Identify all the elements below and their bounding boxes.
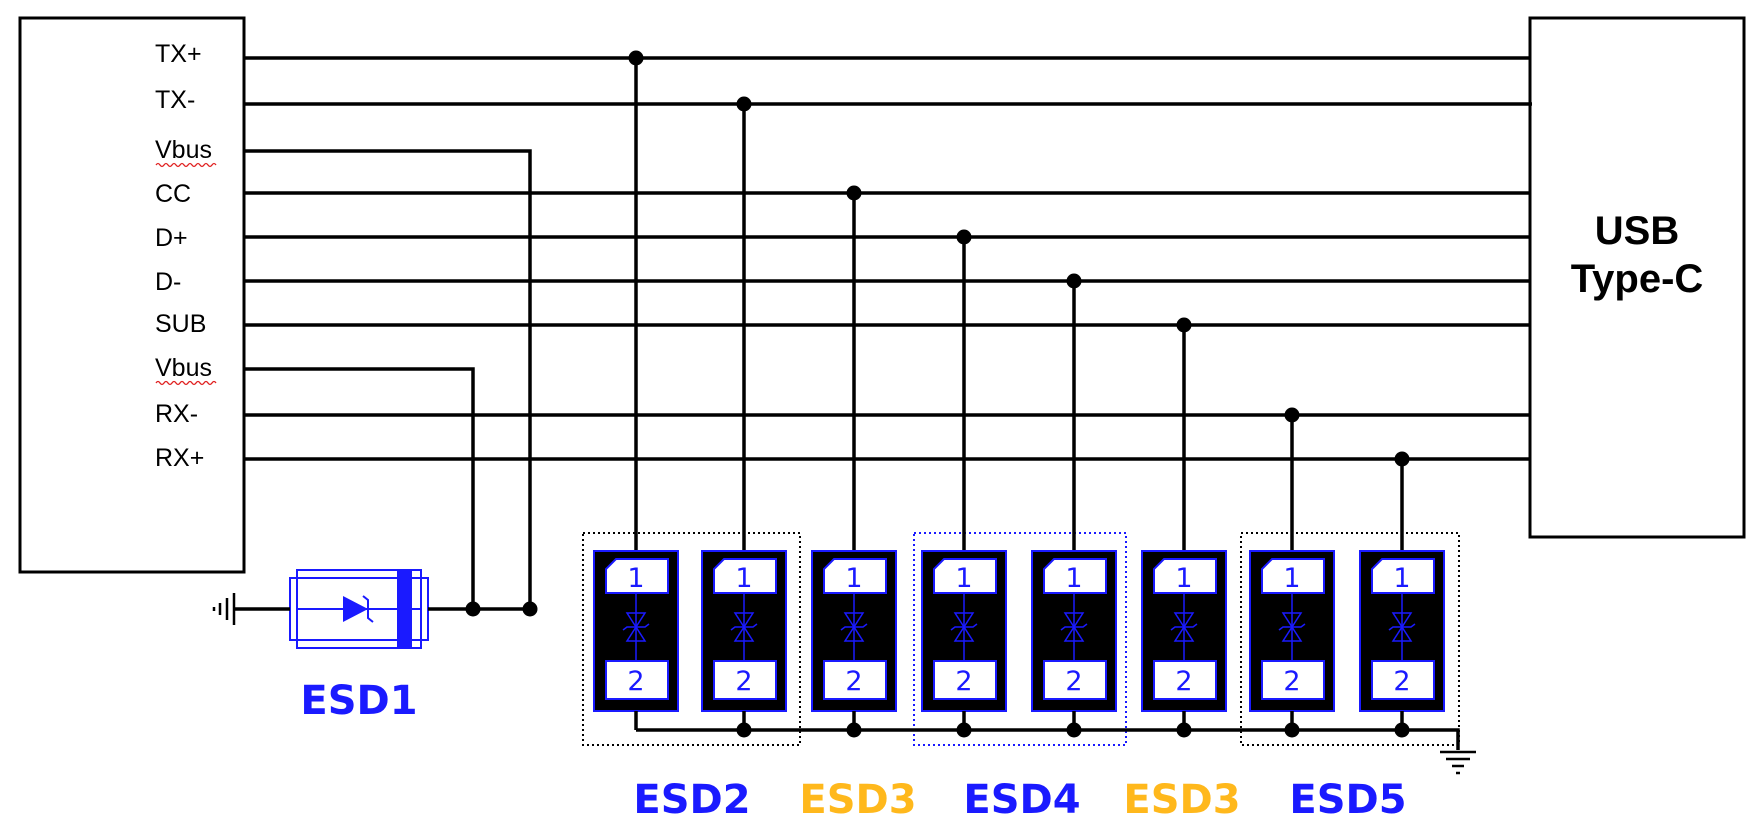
pin-2-label: 2 bbox=[955, 666, 972, 697]
pin-1-label: 1 bbox=[1065, 563, 1082, 594]
tap-lines bbox=[634, 58, 1404, 551]
esd5-label: ESD5 bbox=[1289, 777, 1406, 822]
pin-label-rx-minus: RX- bbox=[155, 400, 198, 428]
esd3-label-a: ESD3 bbox=[799, 777, 916, 822]
esd4-group-border bbox=[913, 532, 1127, 746]
signal-lines bbox=[244, 56, 1532, 608]
pin-label-tx-plus: TX+ bbox=[155, 40, 202, 68]
esd2-group-border bbox=[582, 532, 801, 746]
pin-label-d-minus: D- bbox=[155, 268, 181, 296]
pin-label-tx-minus: TX- bbox=[155, 86, 195, 114]
pin-1-label: 1 bbox=[845, 563, 862, 594]
spellcheck-squiggle bbox=[155, 162, 217, 168]
esd3-device-b: 1 2 bbox=[1141, 550, 1227, 712]
pin-1-label: 1 bbox=[955, 563, 972, 594]
pin-2-label: 2 bbox=[627, 666, 644, 697]
pin-2-label: 2 bbox=[1393, 666, 1410, 697]
pin-2-label: 2 bbox=[1175, 666, 1192, 697]
pin-1-label: 1 bbox=[627, 563, 644, 594]
pin-2-label: 2 bbox=[1065, 666, 1082, 697]
ground-icon bbox=[212, 593, 236, 625]
esd5-device-a: 1 2 bbox=[1249, 550, 1335, 712]
esd1-device bbox=[289, 569, 429, 649]
pin-label-cc: CC bbox=[155, 180, 191, 208]
esd2-device-b: 1 2 bbox=[701, 550, 787, 712]
pin-label-d-plus: D+ bbox=[155, 224, 188, 252]
esd4-label: ESD4 bbox=[963, 777, 1080, 822]
pin-2-label: 2 bbox=[735, 666, 752, 697]
esd5-device-b: 1 2 bbox=[1359, 550, 1445, 712]
esd1-label: ESD1 bbox=[300, 678, 417, 724]
pin-label-vbus-2: Vbus bbox=[155, 354, 212, 382]
pin-1-label: 1 bbox=[1175, 563, 1192, 594]
usb-typec-connector bbox=[1528, 16, 1746, 539]
esd4-device-b: 1 2 bbox=[1031, 550, 1117, 712]
pin-2-label: 2 bbox=[845, 666, 862, 697]
esd2-label: ESD2 bbox=[633, 777, 750, 822]
connector-label-line2: Type-C bbox=[1571, 257, 1704, 301]
esd3-label-b: ESD3 bbox=[1123, 777, 1240, 822]
pin-labels: TX+ TX- Vbus CC D+ D- SUB Vbus RX- RX+ bbox=[155, 40, 212, 472]
pin-1-label: 1 bbox=[1283, 563, 1300, 594]
transceiver-block bbox=[18, 16, 246, 574]
line-vbus-1 bbox=[244, 149, 532, 608]
esd4-device-a: 1 2 bbox=[921, 550, 1007, 712]
pin-label-sub: SUB bbox=[155, 310, 206, 338]
connector-label-line1: USB bbox=[1595, 209, 1679, 253]
junction-dots bbox=[465, 50, 1410, 738]
line-vbus-2 bbox=[244, 367, 475, 608]
esd3-device-a: 1 2 bbox=[811, 550, 897, 712]
pin-label-rx-plus: RX+ bbox=[155, 444, 204, 472]
esd2-device-a: 1 2 bbox=[593, 550, 679, 712]
ground-bus bbox=[634, 711, 1460, 750]
spellcheck-squiggle bbox=[155, 380, 217, 386]
pin-2-label: 2 bbox=[1283, 666, 1300, 697]
pin-1-label: 1 bbox=[735, 563, 752, 594]
pin-label-vbus-1: Vbus bbox=[155, 136, 212, 164]
ground-icon bbox=[1440, 750, 1476, 775]
pin-1-label: 1 bbox=[1393, 563, 1410, 594]
